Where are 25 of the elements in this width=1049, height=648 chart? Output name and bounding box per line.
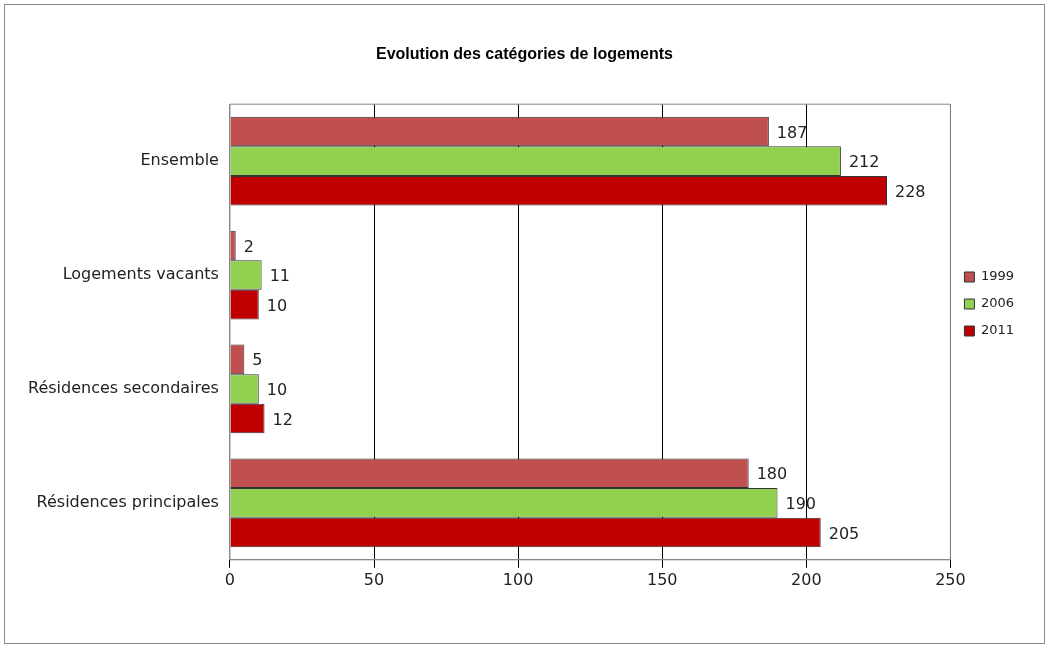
legend-label: 2011: [980, 322, 1015, 338]
legend-label: 2006: [980, 295, 1015, 311]
data-label: 187: [776, 122, 808, 142]
x-tick-label: 50: [363, 569, 385, 589]
data-label: 205: [828, 523, 860, 543]
data-label: 10: [266, 380, 288, 400]
data-label: 5: [252, 350, 263, 370]
data-label: 10: [266, 295, 288, 315]
chart-title: Evolution des catégories de logements: [376, 45, 674, 63]
y-tick-label: Logements vacants: [62, 264, 219, 284]
data-label: 2: [243, 236, 254, 256]
legend-label: 1999: [980, 268, 1015, 284]
data-label: 228: [895, 181, 926, 201]
x-tick-label: 0: [224, 569, 236, 589]
data-label: 180: [756, 464, 788, 484]
y-tick-label: Résidences principales: [36, 492, 219, 512]
data-label: 212: [848, 152, 880, 172]
y-tick-label: Ensemble: [140, 150, 219, 170]
data-label: 11: [269, 266, 291, 286]
x-tick-label: 250: [935, 569, 966, 589]
x-tick-label: 200: [791, 569, 822, 589]
y-tick-label: Résidences secondaires: [27, 378, 219, 398]
x-tick-label: 100: [502, 569, 534, 589]
x-tick-label: 150: [646, 569, 678, 589]
data-label: 12: [272, 409, 293, 429]
